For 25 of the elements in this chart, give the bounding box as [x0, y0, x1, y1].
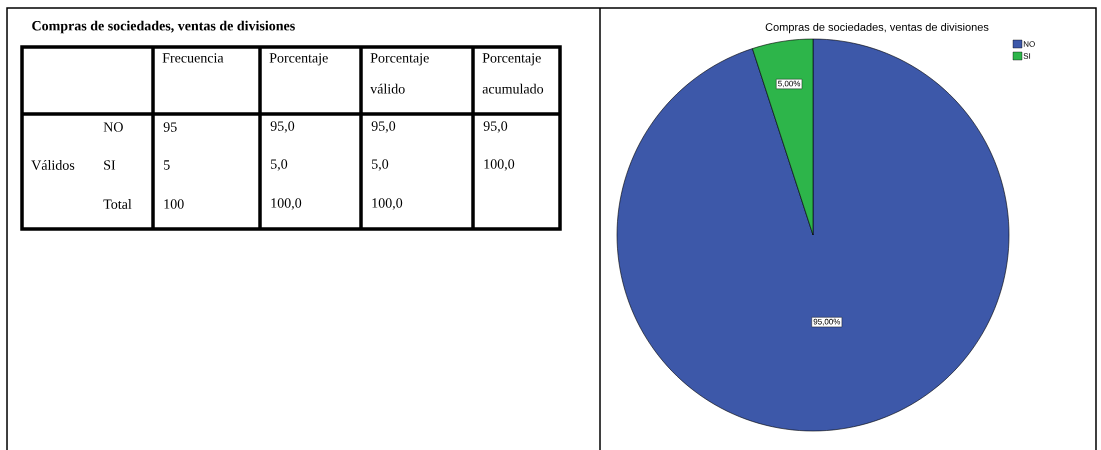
data-label: 5,00%	[778, 80, 801, 88]
text: Total	[103, 199, 132, 209]
text: NO	[103, 122, 123, 132]
text: Porcentaje acumulado	[482, 53, 544, 94]
text: Válidos	[31, 160, 75, 170]
text: Porcentaje	[269, 53, 328, 66]
text: 95,0	[371, 121, 396, 133]
legend-label: SI	[1023, 53, 1031, 59]
text: 5,0	[271, 159, 288, 171]
legend-label: NO	[1023, 41, 1035, 47]
text: SI	[104, 160, 116, 170]
text: 100,0	[372, 198, 403, 210]
text: 5,0	[372, 159, 389, 171]
chart-title: Compras de sociedades, ventas de divisiones	[765, 22, 989, 34]
text: Porcentaje válido	[370, 53, 429, 94]
text: 95	[163, 122, 177, 132]
data-label: 95,00%	[813, 318, 841, 326]
text: Frecuencia	[162, 53, 224, 63]
text: 100,0	[271, 198, 302, 210]
text: 95,0	[483, 121, 508, 133]
text: Compras de sociedades, ventas de divisiones	[32, 20, 295, 34]
text: 95,0	[270, 121, 295, 133]
text: 100,0	[484, 159, 515, 171]
text: 100	[164, 199, 184, 209]
text: 5	[164, 160, 170, 170]
